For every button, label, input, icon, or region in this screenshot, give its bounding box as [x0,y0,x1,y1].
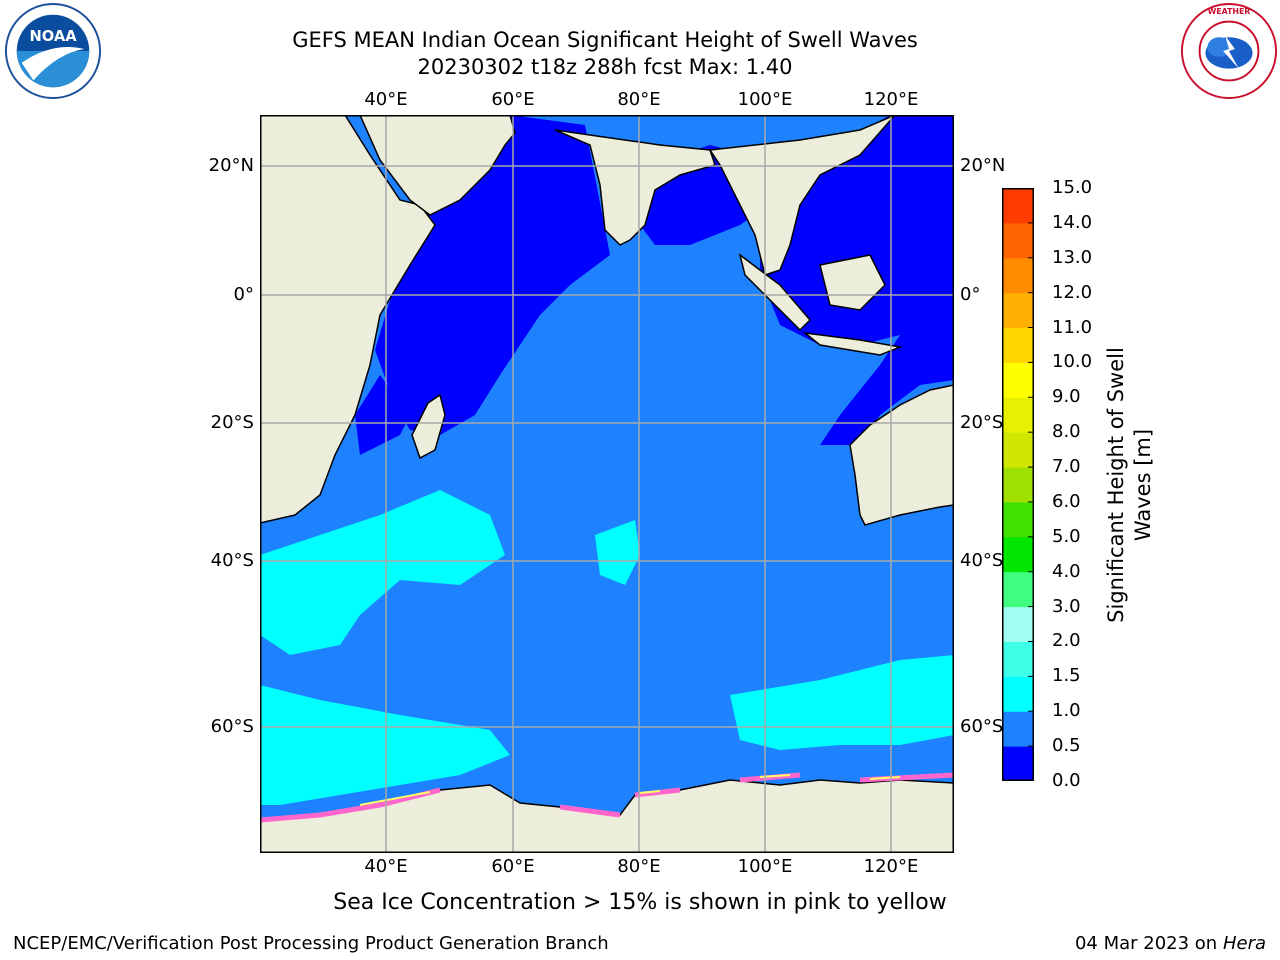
land-madagascar [411,393,446,460]
lat-label-left-20s: 20°S [210,412,254,433]
colorbar-tick-label: 10.0 [1052,351,1093,373]
colorbar-tick-label: 1.5 [1052,665,1081,687]
colorbar-swatch [1002,327,1034,363]
lat-label-right-0: 0° [960,284,981,305]
credit-machine: Hera [1222,933,1266,954]
credit-date: 04 Mar 2023 on Hera [1075,933,1266,954]
colorbar-tick-label: 1.0 [1052,700,1081,722]
colorbar-tick-label: 2.0 [1052,630,1081,652]
lon-label-bottom-60e: 60°E [491,856,535,877]
svg-text:WEATHER: WEATHER [1208,7,1251,16]
map-panel [260,115,954,853]
lon-label-bottom-80e: 80°E [617,856,661,877]
land-borneo [819,254,886,311]
lat-label-left-60s: 60°S [210,716,254,737]
colorbar-swatch [1002,432,1034,468]
chart-title: GEFS MEAN Indian Ocean Significant Heigh… [292,28,918,52]
high-swell-region-sw [260,490,505,655]
lat-label-left-40s: 40°S [210,550,254,571]
land-se-asia [708,115,896,276]
colorbar-tick-label: 15.0 [1052,177,1093,198]
colorbar-tick-label: 11.0 [1052,316,1093,338]
graticule [260,115,954,853]
colorbar-tick-label: 0.0 [1052,770,1081,791]
lon-label-bottom-40e: 40°E [364,856,408,877]
land-sumatra [738,253,812,332]
colorbar-swatch [1002,606,1034,642]
lat-label-left-0: 0° [233,284,254,305]
colorbar-title: Significant Height of Swell Waves [m] [1104,347,1155,623]
lat-label-right-20s: 20°S [960,412,1004,433]
colorbar-swatch [1002,292,1034,329]
land-africa [260,115,436,524]
lon-label-top-60e: 60°E [491,89,535,110]
colorbar-swatch [1002,222,1034,259]
sea-ice-highlight [359,774,901,806]
colorbar-swatch [1002,746,1034,781]
colorbar-tick-label: 8.0 [1052,421,1081,443]
colorbar-tick-label: 5.0 [1052,525,1081,547]
colorbar-swatch [1002,536,1034,573]
colorbar-tick-label: 4.0 [1052,560,1081,582]
lon-label-bottom-120e: 120°E [863,856,919,877]
credit-date-text: 04 Mar 2023 [1074,933,1190,954]
high-swell-region-south-west [260,685,510,805]
colorbar-swatch [1002,641,1034,677]
lat-label-left-20n: 20°N [208,155,254,176]
nws-logo-icon: WEATHER [1180,2,1278,100]
lon-label-top-120e: 120°E [863,89,919,110]
colorbar-tick-label: 9.0 [1052,386,1081,408]
svg-text:NOAA: NOAA [29,28,77,45]
lon-label-bottom-100e: 100°E [737,856,793,877]
colorbar-tick-label: 3.0 [1052,595,1081,617]
colorbar-swatch [1002,571,1034,608]
colorbar-tick-label: 12.0 [1052,281,1093,303]
chart-subtitle: 20230302 t18z 288h fcst Max: 1.40 [417,55,793,79]
land-java [802,331,903,356]
colorbar-swatch [1002,257,1034,294]
lat-label-right-60s: 60°S [960,716,1004,737]
low-swell-region-mozambique [355,375,410,455]
colorbar [1002,188,1034,781]
colorbar-swatch [1002,676,1034,712]
map-frame [260,115,954,853]
lat-label-right-20n: 20°N [960,155,1006,176]
colorbar-swatch [1002,362,1034,398]
colorbar-tick-label: 13.0 [1052,246,1093,268]
lon-label-top-40e: 40°E [364,89,408,110]
sea-ice-edge [260,772,954,823]
land-australia [849,384,954,526]
lon-label-top-80e: 80°E [617,89,661,110]
colorbar-swatch [1002,467,1034,503]
colorbar-frame [1002,188,1034,781]
credit-branch: NCEP/EMC/Verification Post Processing Pr… [13,933,609,954]
colorbar-swatch [1002,397,1034,433]
colorbar-tick-label: 7.0 [1052,456,1081,478]
colorbar-tick-label: 6.0 [1052,490,1081,512]
high-swell-region-mid [595,520,640,585]
colorbar-swatch [1002,188,1034,224]
colorbar-swatch [1002,501,1034,538]
lat-label-right-40s: 40°S [960,550,1004,571]
lon-label-top-100e: 100°E [737,89,793,110]
credit-on-text: on [1194,933,1218,954]
colorbar-tick-label: 14.0 [1052,211,1093,233]
noaa-logo-icon: NOAA [4,2,102,100]
colorbar-swatch [1002,711,1034,747]
colorbar-tick-label: 0.5 [1052,735,1081,757]
sea-ice-note: Sea Ice Concentration > 15% is shown in … [333,890,947,915]
